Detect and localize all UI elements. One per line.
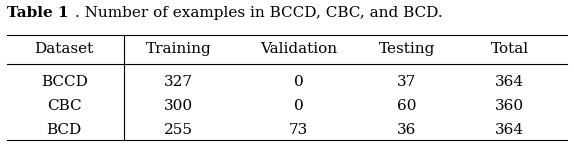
Text: 60: 60 <box>397 99 417 113</box>
Text: BCCD: BCCD <box>41 75 88 89</box>
Text: 327: 327 <box>164 75 193 89</box>
Text: Dataset: Dataset <box>34 42 94 56</box>
Text: 255: 255 <box>164 123 193 137</box>
Text: CBC: CBC <box>47 99 82 113</box>
Text: . Number of examples in BCCD, CBC, and BCD.: . Number of examples in BCCD, CBC, and B… <box>75 6 442 20</box>
Text: 37: 37 <box>397 75 417 89</box>
Text: 364: 364 <box>495 123 524 137</box>
Text: 300: 300 <box>164 99 193 113</box>
Text: 73: 73 <box>289 123 308 137</box>
Text: BCD: BCD <box>46 123 82 137</box>
Text: 0: 0 <box>293 75 303 89</box>
Text: 364: 364 <box>495 75 524 89</box>
Text: Total: Total <box>491 42 529 56</box>
Text: 36: 36 <box>397 123 417 137</box>
Text: Testing: Testing <box>379 42 435 56</box>
Text: Validation: Validation <box>260 42 337 56</box>
Text: 0: 0 <box>293 99 303 113</box>
Text: Training: Training <box>146 42 211 56</box>
Text: 360: 360 <box>495 99 524 113</box>
Text: Table 1: Table 1 <box>7 6 69 20</box>
